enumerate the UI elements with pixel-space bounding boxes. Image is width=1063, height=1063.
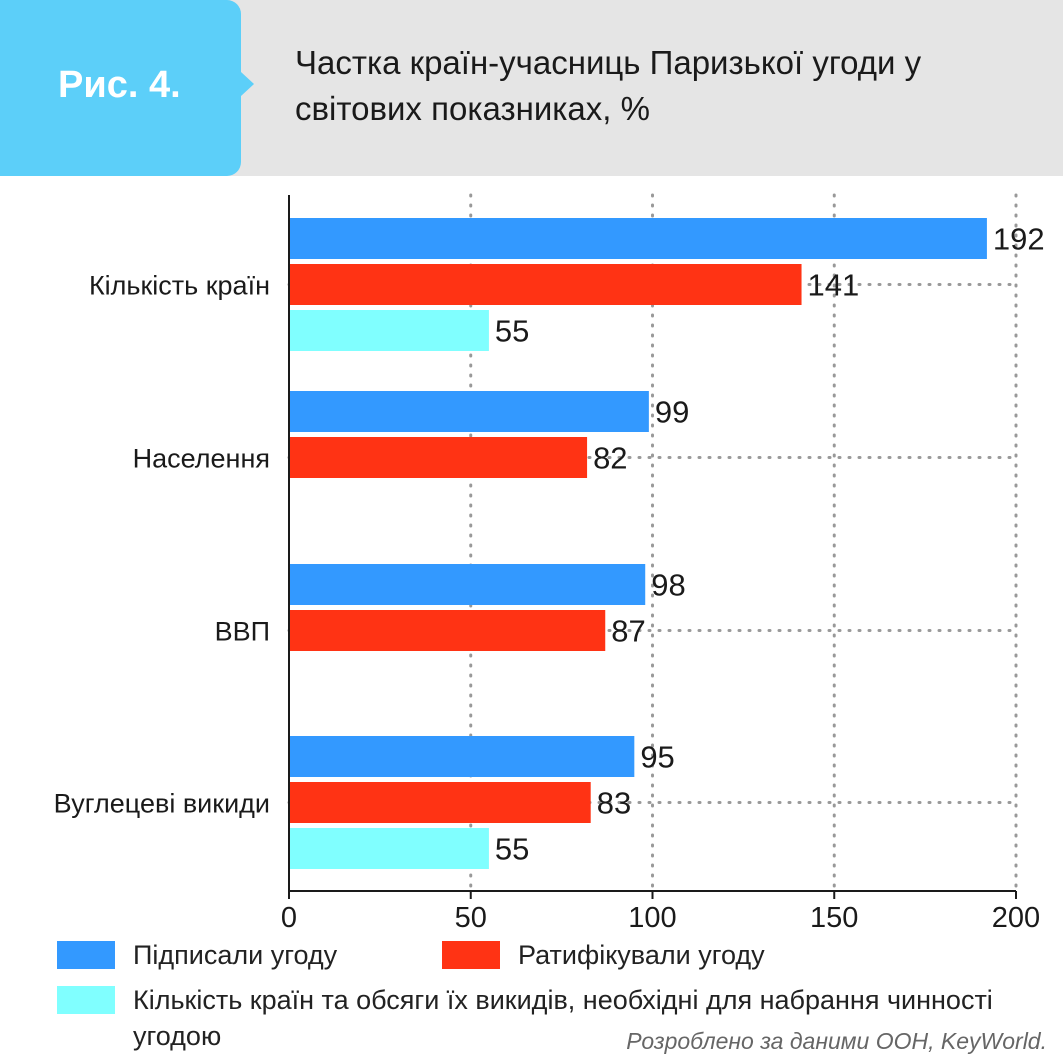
bar-signed-0 (289, 218, 987, 259)
legend-label-signed: Підписали угоду (133, 940, 338, 970)
bar-ratified-0 (289, 264, 802, 305)
category-label-2: ВВП (215, 617, 270, 647)
value-label-ratified-2: 87 (611, 614, 645, 649)
figure-label: Рис. 4. (58, 64, 181, 106)
value-label-ratified-1: 82 (593, 441, 627, 476)
legend-label-needed: Кількість країн та обсяги їх викидів, не… (133, 985, 993, 1051)
legend-item-signed: Підписали угоду (57, 937, 337, 973)
value-label-signed-2: 98 (651, 568, 685, 603)
figure-tab: Рис. 4. (0, 0, 254, 176)
x-tick-label-100: 100 (628, 902, 676, 934)
legend-item-ratified: Ратифікували угоду (442, 937, 765, 973)
x-tick-label-50: 50 (455, 902, 487, 934)
category-label-1: Населення (133, 444, 270, 474)
value-label-ratified-3: 83 (597, 786, 631, 821)
legend-item-needed: Кількість країн та обсяги їх викидів, не… (57, 982, 1017, 1054)
chart-title: Частка країн-учасниць Паризької угоди у … (295, 44, 922, 127)
value-label-needed-3: 55 (495, 832, 529, 867)
bar-chart: 192 99 98 95 141 82 87 83 55 55 Кількість країн Нас… (54, 193, 1045, 934)
value-label-needed-0: 55 (495, 314, 529, 349)
legend-swatch-ratified (442, 941, 500, 969)
bar-signed-3 (289, 736, 635, 777)
source-note: Розроблено за даними ООН, KeyWorld. (626, 1028, 1047, 1054)
x-tick-label-0: 0 (281, 902, 297, 934)
x-tick-label-200: 200 (992, 902, 1040, 934)
category-label-3: Вуглецеві викиди (54, 789, 270, 819)
value-label-signed-3: 95 (640, 740, 674, 775)
bar-ratified-2 (289, 610, 606, 651)
bar-signed-2 (289, 564, 646, 605)
bar-ratified-3 (289, 782, 591, 823)
legend-swatch-signed (57, 941, 115, 969)
bar-ratified-1 (289, 437, 588, 478)
value-label-signed-0: 192 (993, 222, 1045, 257)
bar-needed-3 (289, 828, 489, 869)
value-label-signed-1: 99 (655, 395, 689, 430)
legend-swatch-needed (57, 986, 115, 1014)
value-label-ratified-0: 141 (808, 268, 860, 303)
x-tick-label-150: 150 (810, 902, 858, 934)
bar-signed-1 (289, 391, 649, 432)
category-label-0: Кількість країн (89, 271, 270, 301)
legend-label-ratified: Ратифікували угоду (518, 940, 765, 970)
bar-needed-0 (289, 310, 489, 351)
